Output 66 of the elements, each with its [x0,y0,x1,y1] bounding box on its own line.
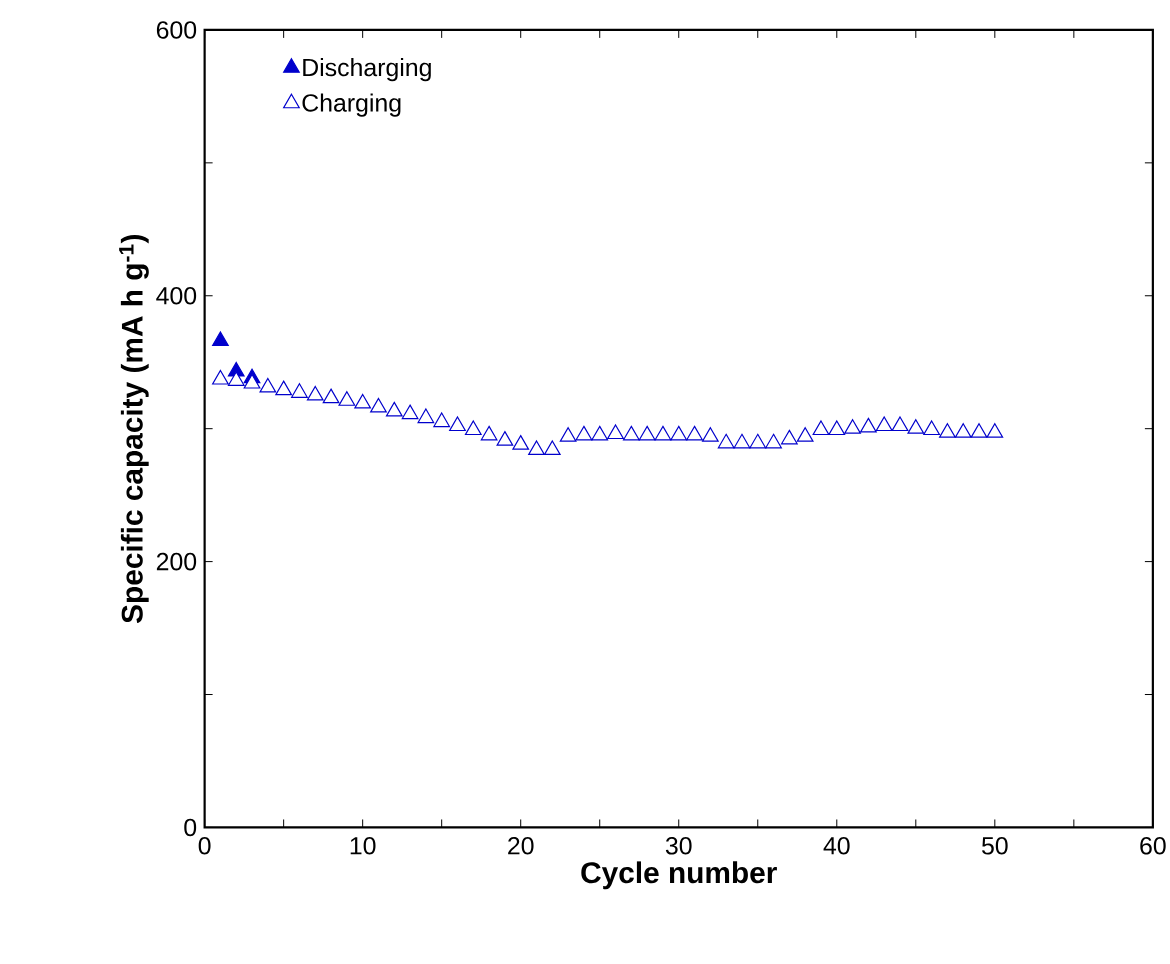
point [607,424,624,439]
point [291,383,308,398]
x-tick-label: 0 [198,836,211,855]
point [354,393,372,409]
x-tick-label: 40 [823,836,850,855]
point [417,408,435,424]
point [591,425,609,441]
point [796,426,814,442]
point [670,425,688,441]
point [860,417,877,433]
point [749,433,767,449]
y-tick-label: 600 [156,21,197,39]
x-tick-label: 20 [508,836,534,855]
point [654,425,672,441]
point [259,377,277,393]
point [559,426,577,442]
point [765,433,782,449]
point [385,401,403,417]
point [543,440,561,455]
x-tick-label: 60 [1140,836,1166,855]
point [227,371,245,386]
point [575,425,593,441]
y-axis-title: Specific capacity (mA h g$^{-1}$) [119,234,149,623]
point [496,430,514,446]
point [480,425,498,441]
point [954,422,972,438]
point [512,434,530,450]
point [370,397,387,413]
point [275,380,293,396]
point [986,422,1004,438]
point [449,416,466,432]
legend-label: Discharging [303,57,431,82]
y-tick-label: 400 [156,286,197,305]
point [243,373,261,389]
y-tick-label: 0 [184,818,197,837]
x-tick-label: 30 [665,836,692,855]
point [717,433,735,449]
point [306,385,324,401]
point [622,425,640,441]
point [212,369,229,385]
point [686,425,703,441]
point [401,404,419,420]
point [923,420,940,436]
x-tick-label: 50 [982,836,1008,855]
point [528,440,545,455]
point [701,426,719,442]
x-axis-title: Cycle number [581,861,777,890]
point [891,416,909,432]
point [907,419,925,434]
point [638,425,656,441]
point [780,429,798,445]
point [828,420,846,436]
legend-label: Charging [302,93,401,117]
point [212,331,229,346]
point [433,412,451,428]
point [733,433,751,449]
point [970,422,988,438]
point [812,420,830,436]
point [322,388,340,404]
x-tick-label: 10 [350,836,376,855]
point [338,391,356,406]
point [939,422,956,438]
point [875,416,893,432]
y-tick-label: 200 [156,552,197,571]
point [844,419,861,434]
point [464,420,482,436]
